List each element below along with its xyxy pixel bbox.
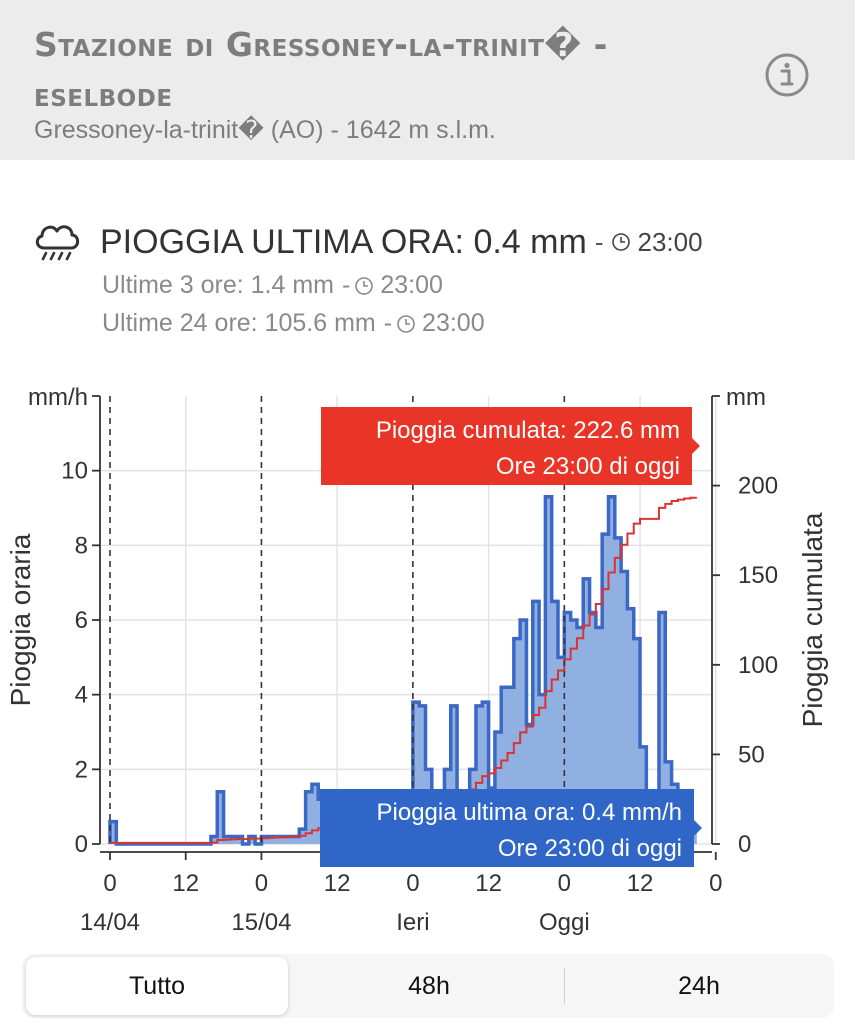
y-axis-left-title: Pioggia oraria (5, 533, 36, 706)
clock-icon (612, 233, 631, 251)
rain-last-3h-value: Ultime 3 ore: 1.4 mm (102, 271, 335, 299)
clock-icon (355, 276, 374, 295)
rain-last-hour-row: PIOGGIA ULTIMA ORA: 0.4 mm - 23:00 (32, 220, 703, 264)
x-tick-label: 0 (558, 870, 571, 897)
hourly-tooltip-line1: Pioggia ultima ora: 0.4 mm/h (377, 799, 682, 826)
cloud-rain-icon (35, 225, 80, 261)
x-tick-label: 12 (475, 870, 502, 897)
tab-24h[interactable]: 24h (678, 972, 720, 1000)
y-left-unit-label: mm/h (28, 384, 88, 411)
y-tick-label-left: 4 (75, 682, 88, 709)
rain-last-24h-value: Ultime 24 ore: 105.6 mm (102, 309, 376, 337)
y-tick-label-right: 50 (738, 741, 765, 768)
rain-last-3h-row: Ultime 3 ore: 1.4 mm - 23:00 (102, 271, 443, 300)
x-tick-date-label: 15/04 (231, 909, 291, 936)
hourly-tooltip-line2: Ore 23:00 di oggi (498, 835, 682, 862)
tab-divider (564, 968, 565, 1004)
hourly-tooltip-box (320, 789, 694, 867)
x-tick-label: 12 (172, 870, 199, 897)
rain-last-hour-value: PIOGGIA ULTIMA ORA: 0.4 mm (100, 222, 587, 261)
x-tick-date-label: Oggi (539, 909, 590, 936)
cumulative-tooltip-pointer (692, 438, 700, 454)
station-header: Stazione di Gressoney-la-trinit� - eselb… (0, 0, 855, 160)
y-axis-right-title: Pioggia cumulata (797, 512, 828, 727)
separator: - (594, 226, 604, 257)
tab-48h[interactable]: 48h (408, 972, 450, 1000)
y-tick-label-left: 8 (75, 532, 88, 559)
y-tick-label-left: 2 (75, 756, 88, 783)
cumulative-tooltip-line1: Pioggia cumulata: 222.6 mm (376, 417, 680, 444)
y-tick-label-right: 0 (738, 831, 751, 858)
station-title: Stazione di Gressoney-la-trinit� - eselb… (34, 25, 608, 114)
rain-last-3h-time: 23:00 (380, 271, 443, 299)
y-tick-label-left: 10 (61, 458, 88, 485)
rain-last-24h-time: 23:00 (422, 309, 485, 337)
y-right-unit-label: mm (726, 384, 766, 411)
separator: - (342, 271, 351, 299)
rain-chart[interactable]: mm/h 0 2 4 6 8 10 mm 0 50 100 150 200 0 14/04 12 0 15/04 1… (0, 370, 855, 950)
rain-last-24h-row: Ultime 24 ore: 105.6 mm - 23:00 (102, 309, 485, 338)
y-tick-label-right: 200 (738, 473, 778, 500)
clock-icon (397, 314, 415, 333)
x-tick-date-label: Ieri (396, 909, 429, 936)
station-location: Gressoney-la-trinit� (AO) - 1642 m s.l.m… (34, 116, 496, 144)
separator: - (383, 309, 393, 337)
hourly-rain-line (108, 495, 697, 846)
cumulative-tooltip-line2: Ore 23:00 di oggi (496, 453, 680, 480)
y-tick-label-left: 0 (75, 831, 88, 858)
x-tick-label: 12 (627, 870, 654, 897)
info-circle-icon[interactable] (764, 52, 810, 98)
y-tick-label-right: 150 (738, 562, 778, 589)
y-tick-label-left: 6 (75, 607, 88, 634)
x-tick-date-label: 14/04 (80, 909, 140, 936)
hourly-tooltip-pointer (694, 820, 702, 836)
hourly-tooltip: Pioggia ultima ora: 0.4 mm/h Ore 23:00 di… (320, 789, 702, 867)
y-tick-label-right: 100 (738, 652, 778, 679)
x-tick-label: 0 (103, 870, 116, 897)
x-tick-label: 0 (406, 870, 419, 897)
cumulative-tooltip: Pioggia cumulata: 222.6 mm Ore 23:00 di o… (321, 407, 700, 485)
cumulative-tooltip-box (321, 407, 692, 485)
x-tick-label: 12 (324, 870, 351, 897)
x-tick-label: 0 (255, 870, 268, 897)
tab-tutto[interactable]: Tutto (26, 957, 288, 1015)
range-tabs: Tutto 48h 24h (22, 954, 834, 1018)
x-tick-label: 0 (709, 870, 722, 897)
rain-last-hour-time: 23:00 (637, 226, 703, 257)
